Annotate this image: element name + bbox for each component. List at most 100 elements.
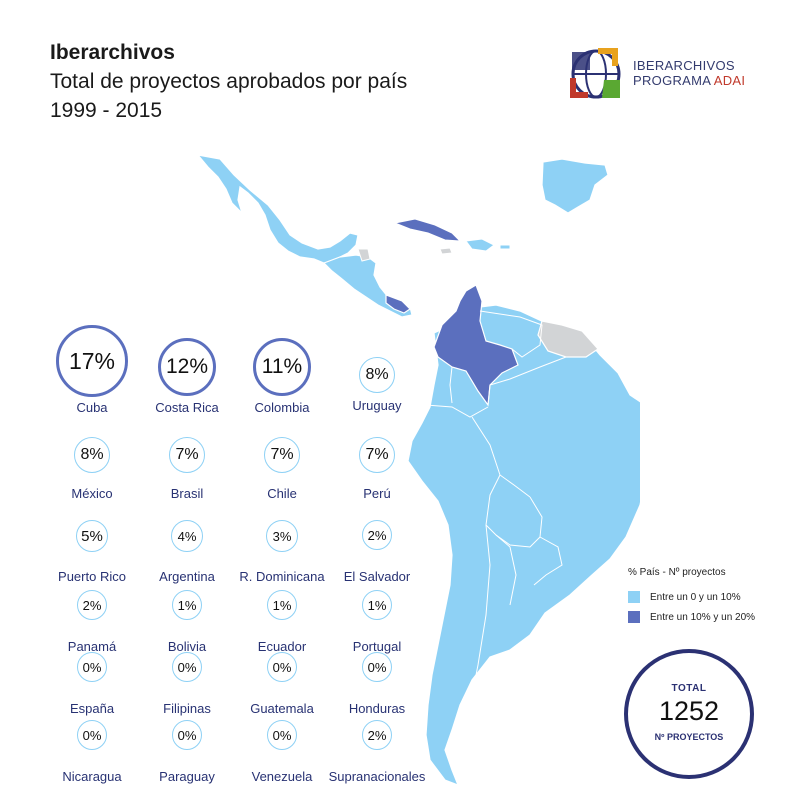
- percent-bubble: 2%: [77, 590, 107, 620]
- legend-label-low: Entre un 0 y un 10%: [650, 591, 741, 603]
- percent-bubble: 1%: [172, 590, 202, 620]
- country-label: El Salvador: [343, 569, 411, 584]
- percent-bubble: 0%: [267, 652, 297, 682]
- country-cell: 4% Argentina: [137, 520, 237, 584]
- country-bubble-grid: 17% Cuba 12% Costa Rica 11% Colombia 8% Uruguay…: [42, 325, 442, 785]
- country-label: R. Dominicana: [239, 569, 325, 584]
- map-iberia: [541, 158, 609, 214]
- latin-america-map: [196, 154, 640, 787]
- page-subtitle: Total de proyectos aprobados por país: [50, 70, 408, 93]
- country-cell: 12% Costa Rica: [137, 338, 237, 415]
- percent-bubble: 5%: [76, 520, 108, 552]
- country-label: Chile: [267, 486, 297, 501]
- country-label: Brasil: [170, 486, 204, 501]
- percent-bubble: 0%: [172, 652, 202, 682]
- country-label: Bolivia: [167, 639, 207, 654]
- map-costa-rica: [385, 294, 411, 314]
- country-cell: 0% Filipinas: [137, 652, 237, 716]
- percent-bubble: 3%: [266, 520, 298, 552]
- logo-line2: PROGRAMA ADAI: [633, 73, 745, 88]
- percent-bubble: 7%: [359, 437, 395, 473]
- title-block: Iberarchivos Total de proyectos aprobado…: [50, 38, 407, 125]
- country-cell: 0% España: [42, 652, 142, 716]
- legend-swatch-low: [628, 591, 640, 603]
- country-label: Costa Rica: [155, 400, 219, 415]
- map-jamaica: [439, 247, 453, 255]
- country-label: Honduras: [348, 701, 406, 716]
- country-label: Filipinas: [163, 701, 211, 716]
- country-cell: 7% Perú: [327, 437, 427, 501]
- percent-bubble: 8%: [74, 437, 110, 473]
- country-label: Portugal: [352, 639, 402, 654]
- legend-item-low: Entre un 0 y un 10%: [628, 587, 755, 607]
- total-projects-badge: TOTAL 1252 Nº PROYECTOS: [624, 649, 754, 779]
- country-cell: 0% Venezuela: [232, 720, 332, 784]
- percent-bubble: 2%: [362, 520, 392, 550]
- country-cell: 0% Honduras: [327, 652, 427, 716]
- percent-bubble: 0%: [362, 652, 392, 682]
- country-label: Panamá: [67, 639, 117, 654]
- country-label: Ecuador: [257, 639, 307, 654]
- country-cell: 0% Paraguay: [137, 720, 237, 784]
- chart-legend: % País - Nº proyectos Entre un 0 y un 10…: [628, 567, 755, 627]
- country-cell: 2% El Salvador: [327, 520, 427, 584]
- total-label: TOTAL: [671, 683, 707, 694]
- map-hispaniola: [465, 238, 495, 252]
- country-label: Cuba: [76, 400, 108, 415]
- page-title: Iberarchivos: [50, 41, 175, 64]
- iberarchivos-logo: IBERARCHIVOS PROGRAMA ADAI: [566, 44, 766, 104]
- percent-bubble: 0%: [172, 720, 202, 750]
- legend-label-high: Entre un 10% y un 20%: [650, 611, 756, 623]
- country-cell: 7% Brasil: [137, 437, 237, 501]
- country-cell: 5% Puerto Rico: [42, 520, 142, 584]
- country-cell: 11% Colombia: [232, 338, 332, 415]
- percent-bubble: 7%: [264, 437, 300, 473]
- country-cell: 2% Panamá: [42, 590, 142, 654]
- percent-bubble: 0%: [267, 720, 297, 750]
- percent-bubble: 7%: [169, 437, 205, 473]
- country-label: Nicaragua: [62, 769, 122, 784]
- country-cell: 0% Nicaragua: [42, 720, 142, 784]
- total-value: 1252: [658, 696, 720, 726]
- map-belize: [357, 248, 371, 262]
- map-guianas: [537, 320, 599, 358]
- country-cell: 8% México: [42, 437, 142, 501]
- country-label: Uruguay: [352, 398, 402, 413]
- country-cell: 7% Chile: [232, 437, 332, 501]
- logo-line2-prefix: PROGRAMA: [633, 73, 714, 88]
- country-label: Puerto Rico: [58, 569, 126, 584]
- country-cell: 1% Ecuador: [232, 590, 332, 654]
- percent-bubble: 8%: [359, 357, 395, 393]
- country-label: Venezuela: [251, 769, 313, 784]
- percent-bubble: 0%: [77, 720, 107, 750]
- country-label: España: [69, 701, 115, 716]
- country-cell: 17% Cuba: [42, 325, 142, 415]
- percent-bubble: 1%: [362, 590, 392, 620]
- logo-line2-accent: ADAI: [713, 73, 746, 88]
- country-cell: 1% Bolivia: [137, 590, 237, 654]
- percent-bubble: 17%: [56, 325, 128, 397]
- legend-item-high: Entre un 10% y un 20%: [628, 607, 755, 627]
- country-label: Perú: [363, 486, 391, 501]
- country-cell: 3% R. Dominicana: [232, 520, 332, 584]
- country-label: Supranacionales: [328, 769, 426, 784]
- map-mexico: [196, 154, 359, 264]
- country-label: Paraguay: [159, 769, 215, 784]
- percent-bubble: 1%: [267, 590, 297, 620]
- country-label: Colombia: [254, 400, 310, 415]
- percent-bubble: 4%: [171, 520, 203, 552]
- percent-bubble: 12%: [158, 338, 216, 396]
- country-label: Guatemala: [250, 701, 314, 716]
- country-label: México: [71, 486, 113, 501]
- legend-swatch-high: [628, 611, 640, 623]
- country-cell: 0% Guatemala: [232, 652, 332, 716]
- logo-line1: IBERARCHIVOS: [633, 58, 735, 73]
- legend-title: % País - Nº proyectos: [628, 567, 726, 578]
- total-sublabel: Nº PROYECTOS: [654, 732, 724, 742]
- country-label: Argentina: [159, 569, 215, 584]
- page-period: 1999 - 2015: [50, 99, 163, 122]
- map-cuba: [393, 218, 462, 242]
- map-puerto-rico: [499, 244, 511, 250]
- globe-logo-icon: [570, 48, 621, 99]
- country-cell: 2% Supranacionales: [327, 720, 427, 784]
